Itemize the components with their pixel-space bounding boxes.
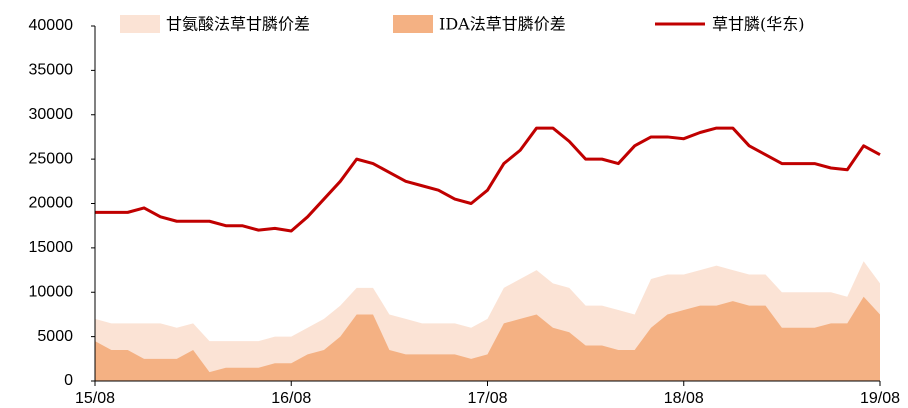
x-tick-label: 15/08 bbox=[75, 390, 115, 407]
x-tick-label: 16/08 bbox=[271, 390, 311, 407]
y-tick-label: 40000 bbox=[29, 17, 74, 34]
line bbox=[95, 126, 881, 233]
x-tick-label: 19/08 bbox=[860, 390, 900, 407]
y-tick-label: 20000 bbox=[29, 195, 74, 212]
y-tick-label: 35000 bbox=[29, 62, 74, 79]
legend-swatch bbox=[393, 15, 433, 33]
y-tick-label: 10000 bbox=[29, 283, 74, 300]
legend-label: 草甘膦(华东) bbox=[712, 15, 805, 34]
y-tick-label: 15000 bbox=[29, 239, 74, 256]
y-tick-label: 5000 bbox=[37, 328, 73, 345]
y-tick-label: 30000 bbox=[29, 106, 74, 123]
legend-swatch bbox=[120, 15, 160, 33]
x-tick-label: 18/08 bbox=[664, 390, 704, 407]
y-tick-label: 0 bbox=[64, 372, 73, 389]
legend-label: 甘氨酸法草甘膦价差 bbox=[166, 15, 310, 34]
y-tick-label: 25000 bbox=[29, 150, 74, 167]
legend-label: IDA法草甘膦价差 bbox=[439, 15, 566, 34]
area bbox=[95, 296, 880, 381]
x-tick-label: 17/08 bbox=[467, 390, 507, 407]
